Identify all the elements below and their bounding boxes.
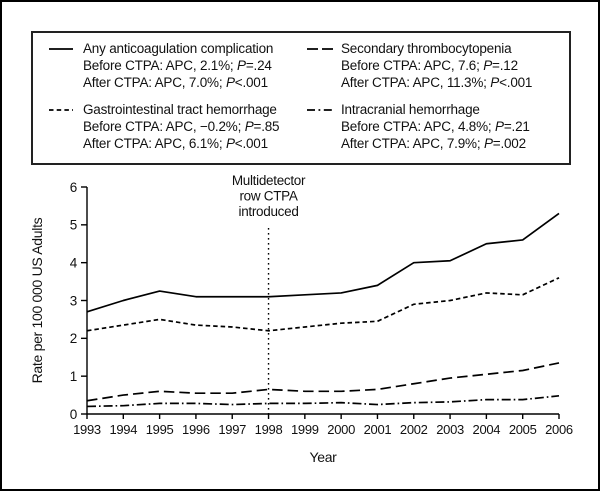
legend-item-title: Any anticoagulation complication bbox=[83, 41, 274, 56]
legend-item-any-anticoagulation: Any anticoagulation complication Before … bbox=[49, 40, 307, 91]
legend-stat-after: After CTPA: APC, 7.9%; P=.002 bbox=[341, 136, 526, 151]
x-tick-label: 2006 bbox=[545, 422, 573, 437]
y-tick-label: 2 bbox=[70, 331, 77, 346]
x-tick-label: 1995 bbox=[146, 422, 174, 437]
legend-column-right: Secondary thrombocytopenia Before CTPA: … bbox=[307, 40, 565, 159]
legend-stat-before: Before CTPA: APC, 2.1%; P=.24 bbox=[83, 58, 272, 73]
dash-dot-line-sample-icon bbox=[307, 107, 341, 113]
line-chart: 0 1 2 3 4 5 6 1993 1994 1995 1996 1997 1998 1999 2000 2… bbox=[29, 173, 573, 465]
legend-item-intracranial-hemorrhage: Intracranial hemorrhage Before CTPA: APC… bbox=[307, 101, 565, 152]
x-tick-label: 2005 bbox=[509, 422, 537, 437]
series-line-long-dash bbox=[86, 362, 560, 402]
x-tick-label: 1998 bbox=[255, 422, 283, 437]
legend-item-secondary-thrombocytopenia: Secondary thrombocytopenia Before CTPA: … bbox=[307, 40, 565, 91]
y-tick-label: 6 bbox=[70, 180, 77, 195]
y-axis-label: Rate per 100 000 US Adults bbox=[29, 217, 45, 383]
legend-stat-before: Before CTPA: APC, 7.6; P=.12 bbox=[341, 58, 518, 73]
x-tick-label: 2000 bbox=[327, 422, 355, 437]
x-tick-label: 1997 bbox=[218, 422, 246, 437]
annotation-text: row CTPA bbox=[239, 189, 297, 204]
x-tick-label: 1996 bbox=[182, 422, 210, 437]
y-tick-label: 1 bbox=[70, 369, 77, 384]
x-tick-label: 1993 bbox=[73, 422, 101, 437]
y-tick-label: 0 bbox=[70, 407, 77, 422]
legend-item-title: Secondary thrombocytopenia bbox=[341, 41, 512, 56]
y-tick-label: 5 bbox=[70, 218, 77, 233]
legend-column-left: Any anticoagulation complication Before … bbox=[49, 40, 307, 159]
legend-stat-before: Before CTPA: APC, 4.8%; P=.21 bbox=[341, 119, 530, 134]
y-tick-label: 4 bbox=[70, 255, 78, 270]
short-dash-line-sample-icon bbox=[49, 107, 83, 113]
legend-item-title: Gastrointestinal tract hemorrhage bbox=[83, 102, 277, 117]
legend-stat-before: Before CTPA: APC, −0.2%; P=.85 bbox=[83, 119, 280, 134]
x-tick-label: 2003 bbox=[436, 422, 464, 437]
legend-box: Any anticoagulation complication Before … bbox=[31, 31, 571, 165]
legend-item-gi-hemorrhage: Gastrointestinal tract hemorrhage Before… bbox=[49, 101, 307, 152]
x-tick-label: 2001 bbox=[364, 422, 392, 437]
series-line-solid bbox=[86, 212, 560, 313]
series-line-dash-dot bbox=[86, 394, 560, 408]
long-dash-line-sample-icon bbox=[307, 46, 341, 52]
solid-line-sample-icon bbox=[49, 46, 83, 52]
series-line-short-dash bbox=[86, 277, 560, 332]
y-tick-label: 3 bbox=[70, 293, 77, 308]
legend-stat-after: After CTPA: APC, 11.3%; P<.001 bbox=[341, 75, 533, 90]
legend-item-title: Intracranial hemorrhage bbox=[341, 102, 480, 117]
x-tick-label: 1999 bbox=[291, 422, 319, 437]
legend-stat-after: After CTPA: APC, 7.0%; P<.001 bbox=[83, 75, 268, 90]
x-tick-label: 2004 bbox=[473, 422, 501, 437]
x-tick-label: 2002 bbox=[400, 422, 428, 437]
annotation-text: Multidetector bbox=[232, 173, 306, 188]
x-axis-label: Year bbox=[309, 449, 337, 465]
x-tick-label: 1994 bbox=[109, 422, 137, 437]
annotation-text: introduced bbox=[239, 204, 299, 219]
legend-stat-after: After CTPA: APC, 6.1%; P<.001 bbox=[83, 136, 268, 151]
